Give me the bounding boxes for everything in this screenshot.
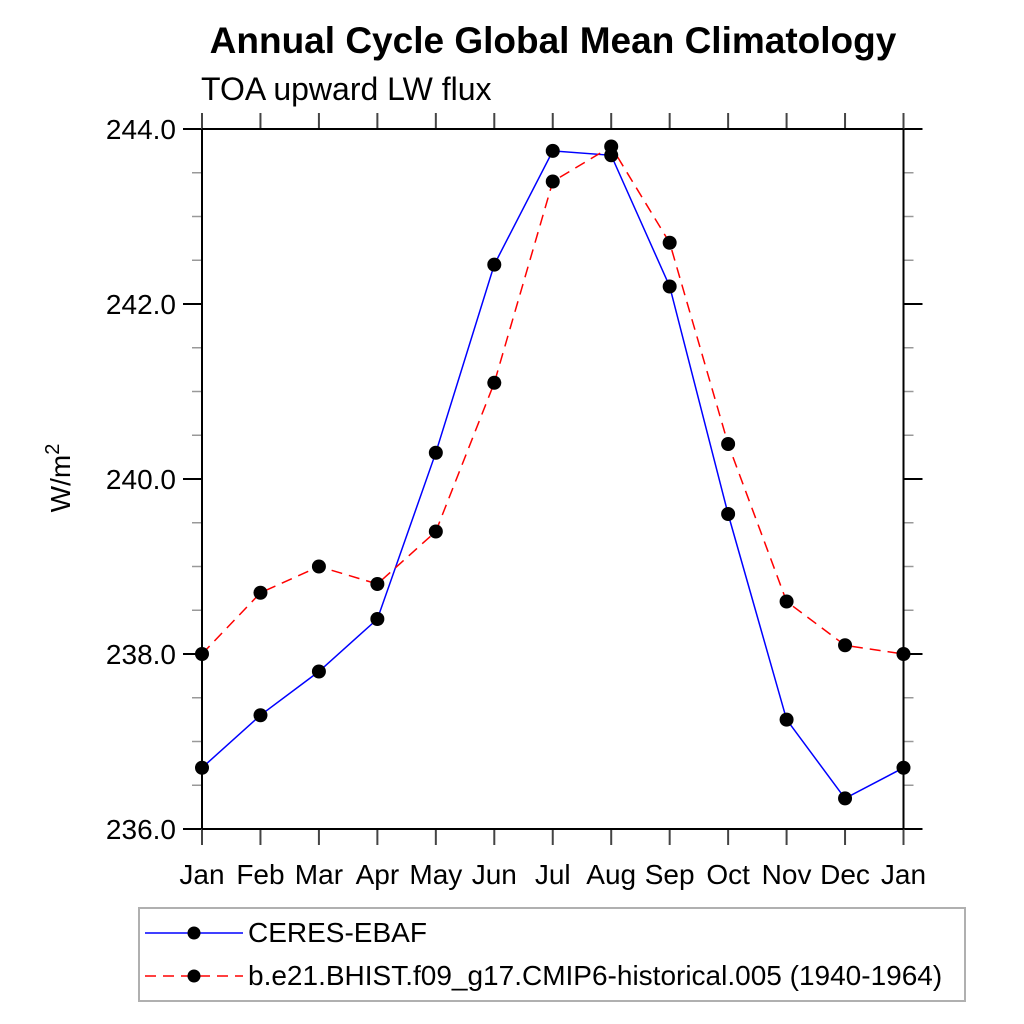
x-tick-label: Jun — [472, 859, 517, 890]
y-tick-label: 242.0 — [106, 289, 176, 320]
data-point-marker — [370, 612, 385, 626]
series-line-0 — [201, 150, 904, 800]
data-point-marker — [428, 524, 443, 539]
chart-subtitle: TOA upward LW flux — [201, 71, 492, 107]
x-tick-label: Nov — [762, 859, 812, 890]
data-point-marker — [545, 143, 560, 158]
y-tick-label: 238.0 — [106, 639, 176, 670]
legend-marker — [187, 969, 201, 983]
data-point-marker — [253, 708, 268, 723]
data-point-marker — [487, 375, 502, 390]
x-tick-label: Jul — [535, 859, 571, 890]
data-point-marker — [838, 791, 853, 806]
x-tick-label: Sep — [645, 859, 695, 890]
data-point-marker — [545, 174, 560, 189]
chart-title: Annual Cycle Global Mean Climatology — [209, 20, 897, 61]
data-point-marker — [195, 647, 209, 661]
data-point-marker — [779, 594, 794, 609]
data-point-marker — [370, 577, 385, 591]
legend-item-0: CERES-EBAF — [143, 912, 964, 955]
x-tick-label: Oct — [706, 859, 750, 890]
data-point-marker — [311, 559, 326, 574]
y-axis-label: W/m2 — [42, 444, 76, 513]
y-tick-label: 240.0 — [106, 464, 176, 495]
data-point-marker — [311, 664, 326, 679]
x-tick-label: Dec — [820, 859, 870, 890]
data-point-marker — [253, 585, 268, 600]
legend-sample-line — [145, 926, 243, 940]
legend-sample-line — [145, 969, 243, 983]
y-tick-label: 244.0 — [106, 114, 176, 145]
data-point-marker — [604, 139, 619, 154]
data-point-marker — [721, 437, 736, 451]
data-point-marker — [662, 279, 677, 294]
data-point-marker — [838, 638, 853, 653]
legend-label-1: b.e21.BHIST.f09_g17.CMIP6-historical.005… — [248, 960, 943, 991]
legend-label-0: CERES-EBAF — [248, 917, 427, 948]
data-point-marker — [779, 712, 794, 727]
data-point-marker — [195, 760, 209, 775]
data-point-marker — [896, 760, 911, 775]
legend: CERES-EBAF b.e21.BHIST.f09_g17.CMIP6-hist… — [138, 907, 966, 1002]
legend-item-1: b.e21.BHIST.f09_g17.CMIP6-historical.005… — [143, 955, 964, 998]
x-tick-label: Jan — [881, 859, 926, 890]
x-tick-label: Apr — [356, 859, 400, 890]
x-tick-label: Aug — [586, 859, 636, 890]
data-point-marker — [428, 445, 443, 460]
data-point-marker — [896, 647, 911, 661]
x-tick-label: Mar — [295, 859, 343, 890]
data-point-marker — [487, 257, 502, 272]
series-line-1 — [201, 145, 904, 655]
data-point-marker — [721, 507, 736, 521]
x-tick-label: Feb — [236, 859, 284, 890]
y-tick-label: 236.0 — [106, 814, 176, 845]
x-tick-label: Jan — [179, 859, 224, 890]
x-tick-label: May — [409, 859, 462, 890]
legend-marker — [187, 926, 201, 940]
data-point-marker — [662, 235, 677, 250]
